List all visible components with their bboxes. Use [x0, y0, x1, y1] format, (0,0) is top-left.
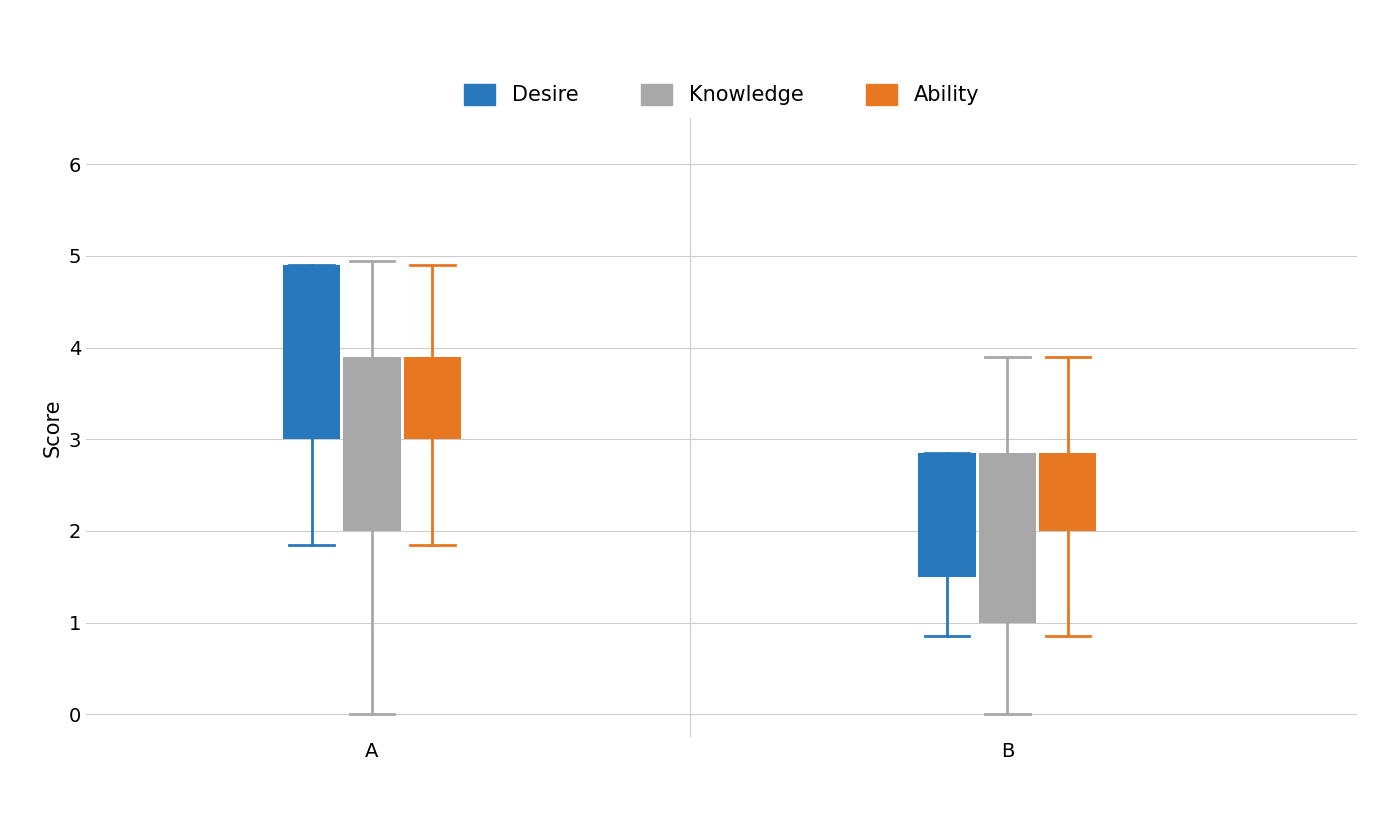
FancyBboxPatch shape	[403, 357, 461, 440]
FancyBboxPatch shape	[283, 265, 340, 440]
Y-axis label: Score: Score	[43, 399, 63, 457]
FancyBboxPatch shape	[343, 357, 400, 531]
Legend: Desire, Knowledge, Ability: Desire, Knowledge, Ability	[454, 73, 990, 116]
FancyBboxPatch shape	[979, 453, 1036, 623]
FancyBboxPatch shape	[918, 453, 976, 577]
FancyBboxPatch shape	[1039, 453, 1096, 531]
